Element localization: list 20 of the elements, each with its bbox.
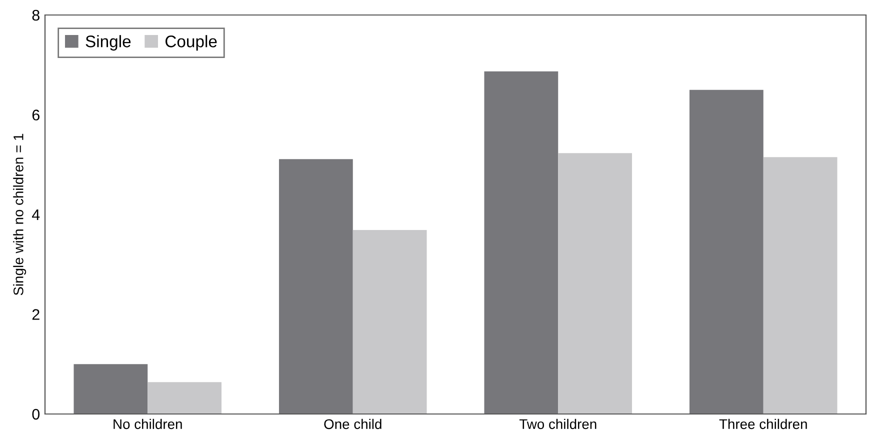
bar xyxy=(558,153,632,414)
y-tick-label: 2 xyxy=(32,309,40,320)
x-tick-label: One child xyxy=(324,418,382,430)
y-axis-title: Single with no children = 1 xyxy=(13,134,26,296)
bar xyxy=(763,157,838,414)
y-tick-label: 8 xyxy=(32,10,40,21)
bar xyxy=(278,159,353,414)
x-tick-label: Two children xyxy=(519,418,596,430)
x-tick-label: No children xyxy=(114,418,182,430)
bar xyxy=(352,230,427,414)
bar xyxy=(74,364,148,414)
y-tick-label: 4 xyxy=(32,210,40,220)
legend-label: Couple xyxy=(166,35,217,51)
y-tick-label: 0 xyxy=(32,408,40,420)
bar xyxy=(484,71,558,414)
legend-label: Single xyxy=(86,35,131,51)
x-tick-label: Three children xyxy=(719,418,807,430)
bar xyxy=(148,382,222,414)
y-tick-label: 6 xyxy=(32,110,40,120)
bar xyxy=(689,90,764,414)
